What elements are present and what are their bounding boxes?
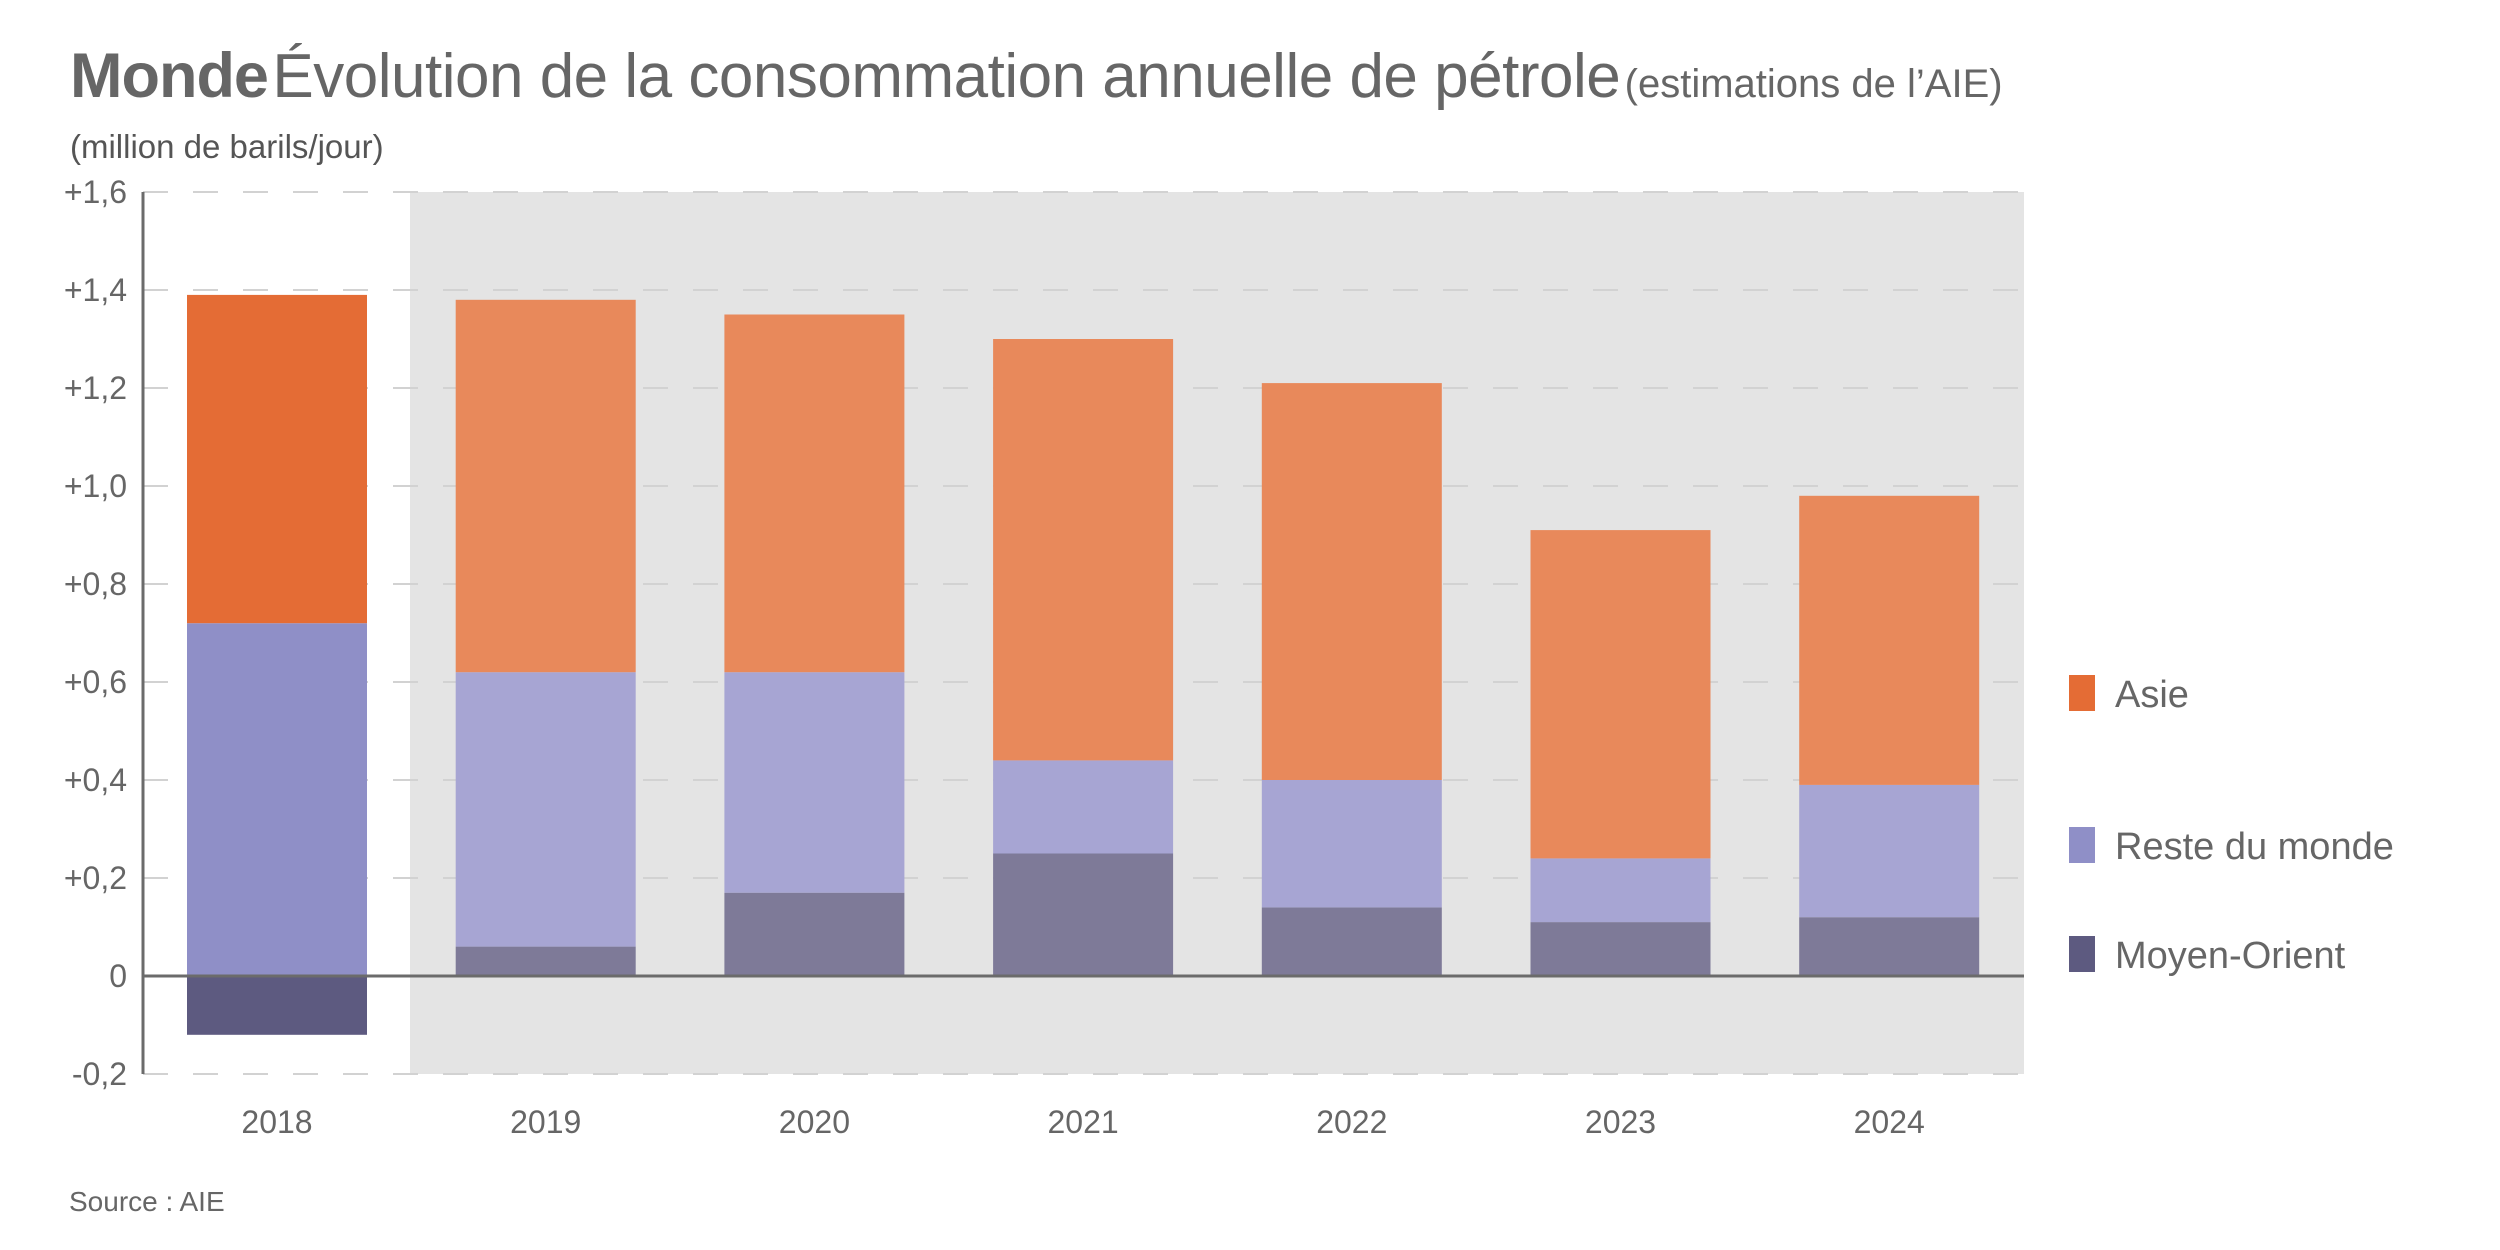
bar-segment-asie-2024: [1799, 495, 1980, 785]
background-layer: [410, 192, 2024, 1074]
bar-segment-reste-du-monde-2024: [1799, 784, 1980, 918]
y-tick-label: +0,4: [64, 762, 127, 798]
bar-segment-moyen-orient-2021: [993, 853, 1174, 976]
legend-swatch: [2069, 936, 2095, 972]
bar-segment-reste-du-monde-2019: [455, 672, 636, 947]
bar-segment-reste-du-monde-2021: [993, 760, 1174, 854]
x-tick-label: 2019: [510, 1104, 581, 1140]
y-tick-label: 0: [109, 958, 127, 994]
bar-segment-moyen-orient-2020: [724, 892, 905, 976]
x-tick-label: 2021: [1048, 1104, 1119, 1140]
y-tick-label: +1,2: [64, 370, 127, 406]
labels: -0,2 0 +0,2 +0,4 +0,6 +0,8 +1,0 +1,2 +1,4 +1,6 201…: [64, 174, 1925, 1140]
x-tick-label: 2020: [779, 1104, 850, 1140]
y-tick-label: +1,6: [64, 174, 127, 210]
legend-item-reste-du-monde: Reste du monde: [2069, 826, 2394, 868]
legend-label: Moyen-Orient: [2115, 935, 2346, 977]
legend-label: Asie: [2115, 674, 2189, 716]
chart-title: Monde Évolution de la consommation annue…: [70, 40, 2003, 112]
bar-segment-asie-2019: [455, 299, 636, 673]
unit-label: (million de barils/jour): [70, 128, 384, 165]
source-note: Source : AIE: [69, 1186, 225, 1217]
y-tick-label: +0,2: [64, 860, 127, 896]
bar-segment-reste-du-monde-2023: [1530, 858, 1711, 923]
bar-segment-reste-du-monde-2018: [187, 623, 367, 976]
y-tick-label: +0,6: [64, 664, 127, 700]
bar-segment-reste-du-monde-2020: [724, 672, 905, 893]
bars: [187, 294, 1980, 1035]
legend-swatch: [2069, 675, 2095, 711]
bar-segment-moyen-orient-2018: [187, 976, 367, 1035]
x-tick-label: 2023: [1585, 1104, 1656, 1140]
y-tick-label: -0,2: [72, 1056, 127, 1092]
title-main: Évolution de la consommation annuelle de…: [272, 42, 1621, 111]
title-note: (estimations de l’AIE): [1624, 62, 2003, 106]
bar-segment-moyen-orient-2022: [1261, 907, 1442, 976]
y-tick-label: +0,8: [64, 566, 127, 602]
x-tick-label: 2022: [1316, 1104, 1387, 1140]
y-tick-label: +1,4: [64, 272, 127, 308]
legend-item-asie: Asie: [2069, 674, 2189, 716]
bar-segment-asie-2020: [724, 314, 905, 673]
legend-swatch: [2069, 827, 2095, 863]
bar-segment-asie-2022: [1261, 383, 1442, 780]
x-tick-label: 2024: [1854, 1104, 1925, 1140]
bar-segment-reste-du-monde-2022: [1261, 780, 1442, 908]
axes: [141, 192, 2024, 1074]
bar-segment-moyen-orient-2024: [1799, 917, 1980, 976]
estimate-shaded-area: [410, 192, 2024, 1074]
legend-item-moyen-orient: Moyen-Orient: [2069, 935, 2346, 977]
bar-segment-asie-2018: [187, 294, 367, 624]
bar-segment-moyen-orient-2019: [455, 946, 636, 976]
legend: Asie Reste du monde Moyen-Orient: [2069, 674, 2394, 977]
y-tick-label: +1,0: [64, 468, 127, 504]
bar-segment-moyen-orient-2023: [1530, 922, 1711, 976]
bar-segment-asie-2021: [993, 339, 1174, 761]
legend-label: Reste du monde: [2115, 826, 2394, 868]
title-region: Monde: [70, 41, 269, 111]
x-tick-label: 2018: [241, 1104, 312, 1140]
bar-segment-asie-2023: [1530, 530, 1711, 859]
